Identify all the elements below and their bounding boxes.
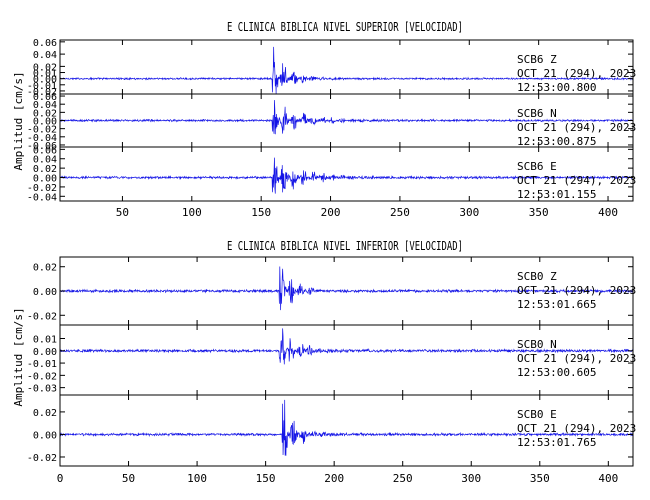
y-tick-label: -0.01 — [27, 359, 57, 370]
upper-y-axis-label: Amplitud [cm/s] — [12, 71, 25, 170]
upper-level-chart: E CLINICA BIBLICA NIVEL SUPERIOR [VELOCI… — [12, 20, 636, 219]
y-tick-label: -0.04 — [27, 192, 57, 203]
y-tick-label: 0.04 — [33, 100, 57, 111]
x-tick-label: 250 — [390, 206, 410, 219]
y-tick-label: 0.02 — [33, 108, 57, 119]
channel-time-label: 12:53:00.800 — [517, 81, 596, 94]
y-tick-label: 0.00 — [33, 75, 57, 86]
channel-date-label: OCT 21 (294), 2023 — [517, 284, 636, 297]
x-tick-label: 150 — [251, 206, 271, 219]
x-tick-label: 50 — [122, 472, 135, 485]
x-tick-label: 0 — [57, 472, 64, 485]
channel-date-label: OCT 21 (294), 2023 — [517, 422, 636, 435]
y-tick-label: 0.04 — [33, 155, 57, 166]
x-tick-label: 200 — [321, 206, 341, 219]
y-tick-label: -0.04 — [27, 133, 57, 144]
channel-date-label: OCT 21 (294), 2023 — [517, 352, 636, 365]
lower-chart-title: E CLINICA BIBLICA NIVEL INFERIOR [VELOCI… — [227, 239, 463, 253]
waveform-trace — [60, 399, 633, 456]
panel-frame — [59, 146, 634, 202]
y-tick-label: 0.01 — [33, 335, 57, 346]
x-tick-label: 300 — [459, 206, 479, 219]
waveform-trace — [60, 100, 633, 135]
y-tick-label: 0.06 — [33, 145, 57, 156]
y-tick-label: -0.06 — [27, 141, 57, 152]
waveform-trace — [60, 46, 633, 94]
panel-frame — [59, 394, 634, 467]
lower-level-chart: E CLINICA BIBLICA NIVEL INFERIOR [VELOCI… — [12, 239, 636, 485]
channel-time-label: 12:53:00.875 — [517, 135, 596, 148]
waveform-trace — [60, 157, 633, 194]
channel-date-label: OCT 21 (294), 2023 — [517, 121, 636, 134]
y-tick-label: 0.00 — [33, 287, 57, 298]
y-tick-label: 0.02 — [33, 164, 57, 175]
channel-station-label: SCB0 E — [517, 408, 557, 421]
channel-time-label: 12:53:01.665 — [517, 298, 596, 311]
y-tick-label: 0.06 — [33, 38, 57, 49]
channel-time-label: 12:53:01.765 — [517, 436, 596, 449]
y-tick-label: 0.02 — [33, 62, 57, 73]
y-tick-label: 0.02 — [33, 408, 57, 419]
y-tick-label: -0.02 — [27, 453, 57, 464]
x-tick-label: 400 — [598, 206, 618, 219]
x-tick-label: 400 — [598, 472, 618, 485]
channel-station-label: SCB0 Z — [517, 270, 557, 283]
y-tick-label: 0.02 — [33, 263, 57, 274]
y-tick-label: 0.01 — [33, 69, 57, 80]
x-tick-label: 100 — [182, 206, 202, 219]
channel-station-label: SCB6 N — [517, 107, 557, 120]
channel-station-label: SCB6 Z — [517, 53, 557, 66]
y-tick-label: -0.02 — [27, 87, 57, 98]
x-tick-label: 250 — [393, 472, 413, 485]
channel-station-label: SCB0 N — [517, 338, 557, 351]
x-tick-label: 350 — [529, 206, 549, 219]
y-tick-label: -0.01 — [27, 81, 57, 92]
waveform-trace — [60, 328, 633, 365]
y-tick-label: 0.06 — [33, 92, 57, 103]
upper-chart-title: E CLINICA BIBLICA NIVEL SUPERIOR [VELOCI… — [227, 20, 463, 34]
channel-time-label: 12:53:01.155 — [517, 188, 596, 201]
x-tick-label: 200 — [324, 472, 344, 485]
y-tick-label: 0.00 — [33, 347, 57, 358]
x-tick-label: 100 — [187, 472, 207, 485]
x-tick-label: 150 — [256, 472, 276, 485]
y-tick-label: -0.03 — [27, 384, 57, 395]
y-tick-label: 0.00 — [33, 430, 57, 441]
y-tick-label: -0.02 — [27, 311, 57, 322]
y-tick-label: -0.02 — [27, 125, 57, 136]
waveform-trace — [60, 266, 633, 311]
channel-panel-scb6-z: -0.02-0.010.000.010.020.040.06 SCB6 ZOCT … — [27, 38, 636, 98]
channel-station-label: SCB6 E — [517, 160, 557, 173]
channel-date-label: OCT 21 (294), 2023 — [517, 67, 636, 80]
channel-panel-scb6-n: -0.06-0.04-0.020.000.020.040.06 SCB6 NOCT… — [27, 92, 636, 152]
y-tick-label: -0.02 — [27, 183, 57, 194]
y-tick-label: 0.00 — [33, 174, 57, 185]
x-tick-label: 300 — [461, 472, 481, 485]
y-tick-label: -0.02 — [27, 371, 57, 382]
x-tick-label: 350 — [530, 472, 550, 485]
x-tick-label: 50 — [116, 206, 129, 219]
y-tick-label: 0.04 — [33, 50, 57, 61]
channel-date-label: OCT 21 (294), 2023 — [517, 174, 636, 187]
y-tick-label: 0.00 — [33, 117, 57, 128]
channel-time-label: 12:53:00.605 — [517, 366, 596, 379]
lower-y-axis-label: Amplitud [cm/s] — [12, 307, 25, 406]
